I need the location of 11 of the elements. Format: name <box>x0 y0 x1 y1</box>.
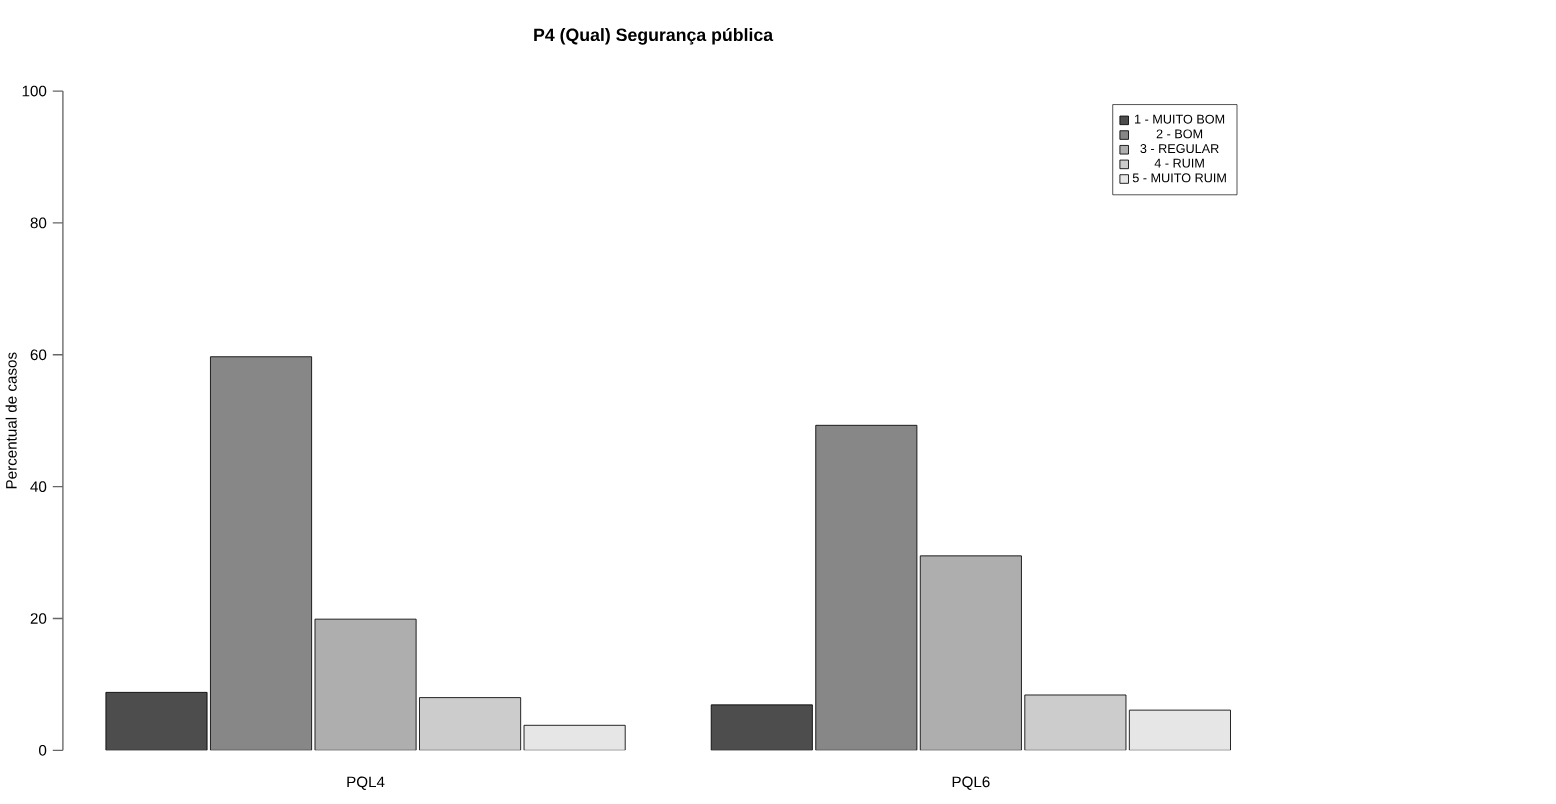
bar <box>523 724 626 751</box>
bar <box>710 704 813 751</box>
bar <box>815 424 918 751</box>
bar <box>210 356 313 751</box>
bar <box>919 555 1022 751</box>
chart-title: P4 (Qual) Segurança pública <box>534 27 774 45</box>
bar <box>1128 709 1231 751</box>
bar <box>1024 694 1127 751</box>
bar <box>314 618 417 751</box>
bar <box>105 691 208 751</box>
bar <box>419 697 522 751</box>
